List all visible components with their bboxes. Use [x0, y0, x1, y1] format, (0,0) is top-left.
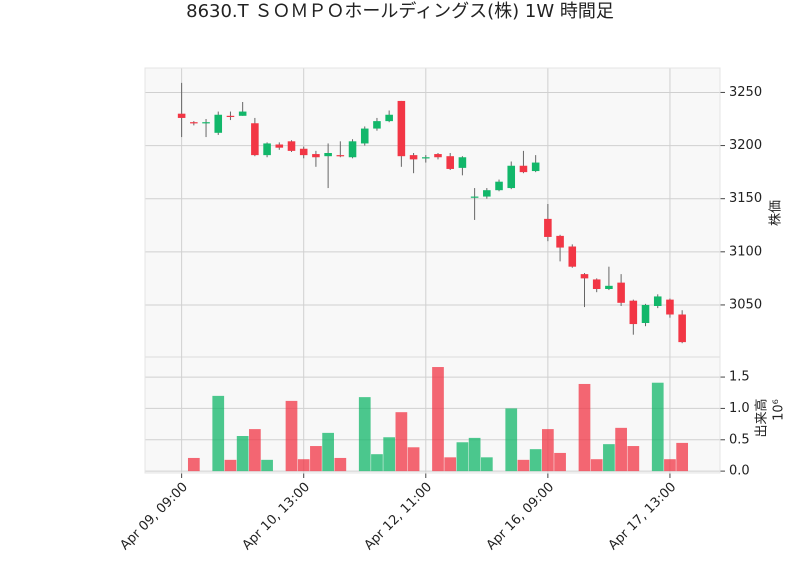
volume-bar	[212, 395, 225, 472]
candle-body	[275, 144, 284, 148]
volume-scale-label: 10⁶	[772, 399, 787, 421]
candle-body	[287, 141, 296, 151]
x-tick-label: Apr 12, 11:00	[362, 480, 435, 553]
candle-body	[177, 113, 186, 118]
candle-body	[556, 235, 564, 248]
volume-bar	[236, 436, 249, 472]
candle-body	[324, 153, 332, 157]
y-tick-label: 1.5	[729, 370, 750, 385]
y-axis-label: 株価	[769, 200, 784, 226]
volume-bar	[395, 412, 408, 472]
volume-bar	[590, 459, 603, 472]
volume-bar	[651, 382, 664, 472]
volume-bar	[664, 459, 676, 472]
volume-bar	[224, 459, 237, 472]
volume-bar	[627, 446, 640, 472]
candle-body	[678, 314, 686, 343]
candle-body	[360, 128, 369, 144]
y-tick-label: 1.0	[729, 401, 750, 416]
y-tick-label: 3100	[729, 244, 762, 259]
volume-bar	[480, 457, 493, 472]
x-tick-label: Apr 10, 13:00	[240, 480, 313, 553]
volume-bar	[383, 437, 396, 472]
candle-body	[617, 282, 625, 303]
candle-body	[385, 114, 393, 122]
candle-body	[470, 196, 479, 198]
volume-bar	[542, 429, 554, 472]
candle-body	[263, 143, 271, 156]
y-tick-label: 0.5	[729, 432, 750, 447]
y-tick-label: 0.0	[729, 464, 750, 479]
candle-body	[312, 154, 320, 158]
candle-body	[531, 162, 540, 172]
candle-body	[434, 154, 442, 158]
candle-body	[458, 157, 467, 168]
volume-bar	[407, 447, 420, 472]
volume-bar	[261, 459, 273, 472]
candle-body	[519, 165, 528, 173]
candle-body	[299, 148, 308, 156]
candle-body	[251, 123, 259, 156]
candle-body	[629, 300, 638, 325]
y-tick-label: 3050	[729, 297, 762, 312]
candle-body	[202, 122, 210, 124]
candle-body	[373, 121, 381, 129]
candle-body	[446, 156, 454, 169]
volume-bar	[615, 427, 627, 472]
volume-bar	[529, 449, 542, 472]
y-tick-label: 3150	[729, 191, 762, 206]
candle-body	[238, 111, 247, 116]
candle-body	[605, 285, 613, 289]
candle-body	[214, 114, 223, 133]
x-tick-label: Apr 09, 09:00	[117, 480, 190, 553]
volume-bar	[322, 432, 334, 472]
volume-bar	[371, 454, 383, 472]
volume-bar	[310, 446, 322, 472]
x-tick-label: Apr 17, 13:00	[606, 480, 679, 553]
candle-body	[544, 218, 552, 237]
volume-bar	[187, 457, 200, 472]
volume-bar	[468, 437, 481, 472]
y-tick-label: 3200	[729, 138, 762, 153]
candle-body	[422, 157, 430, 159]
candle-body	[409, 155, 418, 160]
volume-bar	[444, 457, 457, 472]
volume-axis-label: 出来高	[754, 398, 770, 437]
volume-bar	[505, 408, 518, 472]
candle-body	[641, 304, 650, 323]
candle-body	[190, 122, 198, 124]
candle-body	[336, 155, 345, 157]
candle-body	[666, 299, 674, 315]
volume-bar	[249, 429, 261, 472]
volume-bar	[334, 457, 347, 472]
volume-bar	[554, 452, 566, 472]
chart-title: 8630.T ＳＯＭＰＯホールディングス(株) 1W 時間足	[186, 1, 614, 22]
candle-body	[568, 246, 577, 267]
volume-bar	[456, 442, 469, 472]
volume-bar	[578, 383, 591, 472]
candle-body	[348, 141, 357, 158]
plot-frame	[144, 67, 721, 474]
candle-body	[653, 296, 662, 306]
candle-body	[397, 100, 406, 157]
volume-bar	[297, 459, 310, 472]
volume-bar	[517, 459, 530, 472]
candle-body	[592, 279, 601, 289]
candle-body	[483, 190, 491, 197]
candle-body	[580, 274, 589, 279]
volume-bar	[285, 400, 298, 472]
volume-bar	[676, 442, 689, 472]
x-tick-label: Apr 16, 09:00	[484, 480, 557, 553]
volume-bar	[432, 367, 444, 472]
volume-bar	[358, 397, 371, 472]
candle-body	[495, 181, 503, 191]
volume-bar	[603, 444, 615, 472]
y-tick-label: 3250	[729, 85, 762, 100]
candle-body	[507, 165, 516, 189]
candle-body	[226, 115, 235, 118]
